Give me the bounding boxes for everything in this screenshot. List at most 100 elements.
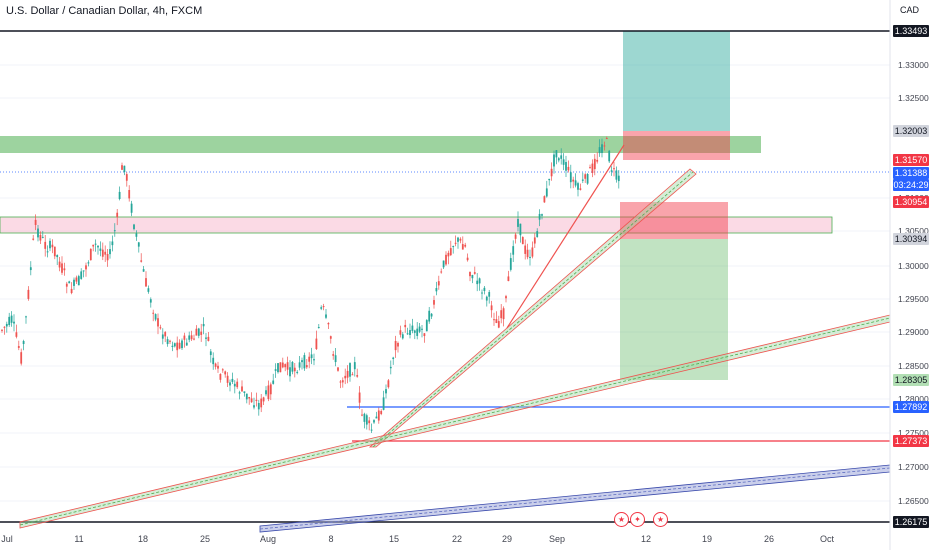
candle-body — [613, 168, 615, 170]
candle-body — [514, 234, 517, 239]
candle-body — [452, 246, 455, 248]
candle-body — [334, 355, 337, 363]
candle-body — [85, 265, 87, 270]
us-flag-event-icon[interactable]: ★ — [614, 512, 629, 527]
price-tick: 1.28500 — [898, 361, 929, 371]
candle-body — [116, 212, 119, 218]
chart-grid — [0, 64, 890, 502]
candle-body — [517, 218, 519, 227]
candle-body — [226, 375, 229, 383]
candle-body — [490, 305, 493, 311]
candle-body — [82, 270, 85, 272]
candle-body — [478, 278, 481, 284]
candle-body — [413, 330, 416, 333]
candle-body — [255, 399, 258, 402]
candle-body — [272, 380, 275, 384]
candle-body — [392, 357, 395, 360]
candle-body — [363, 413, 366, 422]
candle-body — [1, 329, 3, 331]
candle-body — [22, 341, 25, 345]
candle-body — [3, 326, 6, 328]
candle-body — [519, 223, 522, 236]
candle-body — [224, 371, 227, 375]
candle-body — [5, 323, 8, 327]
candle-body — [29, 267, 32, 271]
candle-body — [157, 318, 159, 327]
candle-body — [152, 312, 155, 314]
candle-body — [483, 287, 486, 292]
candle-body — [265, 390, 267, 395]
price-tick: 1.33000 — [898, 60, 929, 70]
candle-body — [289, 367, 291, 377]
candle-body — [277, 363, 279, 373]
candle-body — [531, 247, 534, 257]
candle-body — [46, 251, 49, 253]
candle-body — [538, 213, 541, 220]
candle-body — [344, 375, 347, 379]
price-tick: 1.32500 — [898, 93, 929, 103]
candle-body — [389, 366, 392, 369]
candle-body — [449, 248, 452, 256]
trend-channel-steep — [368, 168, 697, 448]
candle-body — [473, 272, 476, 274]
candle-body — [447, 252, 450, 257]
candle-body — [454, 242, 457, 244]
candle-body — [111, 241, 114, 246]
candle-body — [260, 398, 263, 408]
candle-body — [593, 158, 596, 170]
price-tick: 1.30500 — [898, 226, 929, 236]
candle-body — [193, 338, 195, 340]
candle-body — [17, 346, 20, 348]
candle-body — [365, 415, 368, 425]
candle-body — [346, 370, 349, 378]
candle-body — [320, 307, 323, 309]
candle-body — [185, 342, 188, 346]
time-tick: 12 — [640, 534, 652, 544]
candle-body — [104, 251, 107, 255]
current-price-label: 1.31388 — [893, 167, 929, 179]
candle-body — [99, 248, 102, 251]
ca-flag-event-icon[interactable]: ✦ — [630, 512, 645, 527]
candle-body — [541, 214, 543, 216]
currency-label: CAD — [900, 5, 920, 15]
candle-body — [13, 321, 15, 324]
time-tick: 26 — [763, 534, 775, 544]
candle-body — [399, 330, 402, 335]
candle-body — [231, 378, 234, 382]
candle-body — [10, 315, 13, 323]
candle-body — [457, 237, 459, 242]
candle-body — [253, 405, 255, 408]
price-tick: 1.28000 — [898, 394, 929, 404]
candle-body — [61, 263, 63, 273]
candle-body — [286, 362, 289, 370]
candle-body — [358, 392, 361, 403]
candle-body — [394, 340, 397, 351]
candle-body — [145, 278, 147, 287]
candle-body — [471, 275, 474, 279]
candle-body — [118, 191, 121, 199]
candle-body — [361, 414, 363, 416]
candle-body — [553, 154, 555, 167]
candle-body — [488, 292, 491, 297]
candle-body — [339, 381, 342, 383]
candle-body — [603, 145, 606, 147]
us-flag-event-icon[interactable]: ★ — [653, 512, 668, 527]
price-tick: 1.26500 — [898, 496, 929, 506]
price-tick: 1.29500 — [898, 294, 929, 304]
candle-body — [173, 343, 176, 347]
candle-body — [421, 328, 423, 330]
candle-body — [73, 279, 75, 286]
candle-body — [51, 244, 54, 248]
candle-body — [349, 363, 351, 377]
time-tick: Aug — [259, 534, 277, 544]
candle-body — [572, 179, 575, 182]
price-label: 1.27892 — [893, 401, 929, 413]
candle-body — [140, 260, 143, 262]
candle-body — [502, 308, 505, 320]
candle-body — [409, 330, 411, 335]
candle-body — [27, 289, 30, 299]
candle-body — [375, 416, 378, 419]
candle-body — [497, 321, 500, 328]
candle-body — [313, 359, 315, 361]
